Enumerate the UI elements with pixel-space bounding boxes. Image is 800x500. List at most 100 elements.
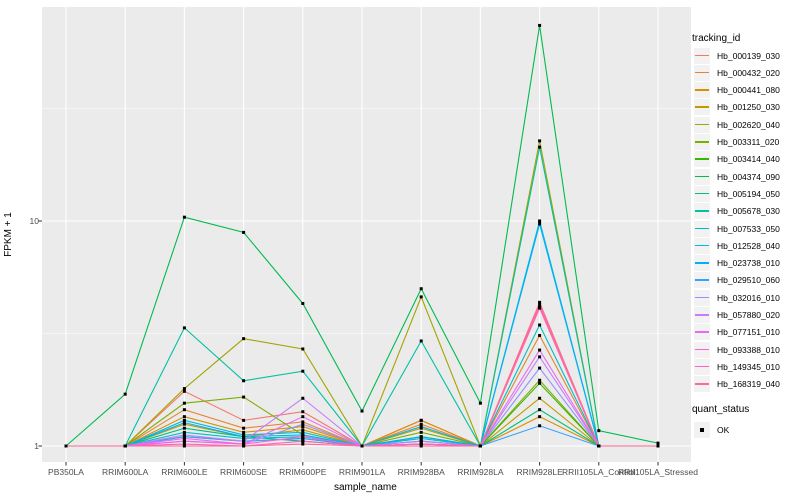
legend-key-swatch (694, 307, 710, 323)
data-point-marker (301, 422, 305, 426)
x-tick-label-RRIM600SE: RRIM600SE (219, 467, 268, 477)
legend-item-Hb_149345_010: Hb_149345_010 (694, 358, 780, 375)
data-point-marker (301, 396, 305, 400)
data-point-marker (301, 301, 305, 305)
legend-key-swatch (694, 324, 710, 341)
data-point-marker (242, 435, 246, 439)
legend-item-label: Hb_004374_090 (717, 171, 780, 182)
data-point-marker (538, 145, 542, 149)
legend-key-line-icon (695, 54, 709, 56)
data-point-marker (182, 435, 186, 439)
x-tick-label-RRIM901LA: RRIM901LA (338, 467, 386, 477)
legend-key-swatch (694, 151, 710, 168)
data-point-marker (419, 444, 423, 448)
data-point-marker (419, 439, 423, 443)
x-tick-label-RRII105LA_Stressed: RRII105LA_Stressed (618, 467, 698, 477)
data-point-marker (360, 444, 364, 448)
legend-item-quant-ok: OK (694, 421, 729, 438)
data-point-marker (419, 442, 423, 446)
legend-key-swatch (694, 272, 710, 289)
data-point-marker (182, 389, 186, 393)
data-point-marker (597, 429, 601, 433)
data-point-marker (538, 305, 542, 309)
legend-item-label: Hb_023738_010 (717, 258, 780, 269)
data-point-marker (538, 408, 542, 412)
legend-item-label: Hb_001250_030 (717, 102, 780, 113)
legend-item-Hb_001250_030: Hb_001250_030 (694, 99, 780, 116)
data-point-marker (301, 436, 305, 440)
data-point-marker (182, 433, 186, 437)
legend-item-Hb_000441_080: Hb_000441_080 (694, 82, 780, 99)
data-point-marker (242, 444, 246, 448)
data-point-marker (419, 435, 423, 439)
legend-key-line-icon (695, 210, 709, 212)
data-point-marker (538, 396, 542, 400)
x-tick-label-RRIM600LA: RRIM600LA (102, 467, 149, 477)
data-point-marker (419, 339, 423, 343)
legend-item-Hb_012528_040: Hb_012528_040 (694, 237, 780, 254)
legend-key-line-icon (695, 175, 709, 178)
data-point-marker (182, 326, 186, 330)
data-point-marker (301, 430, 305, 434)
legend-key-swatch (694, 358, 710, 375)
data-point-marker (538, 139, 542, 143)
legend-item-label: Hb_005678_030 (717, 206, 780, 217)
legend-key-swatch (694, 64, 710, 81)
legend-item-label: Hb_077151_010 (717, 327, 780, 338)
legend-key-line-icon (695, 331, 709, 333)
legend-key-swatch (694, 289, 710, 306)
data-point-marker (538, 424, 542, 428)
legend-title-quant-status: quant_status (692, 404, 750, 415)
y-axis-title: FPKM + 1 (2, 212, 14, 257)
legend-key-line-icon (695, 383, 709, 385)
legend-title-tracking-id: tracking_id (692, 33, 741, 44)
legend-item-label: Hb_003311_020 (717, 137, 780, 147)
data-point-marker (538, 348, 542, 352)
x-tick-label-RRIM928LA: RRIM928LA (457, 467, 504, 477)
legend-item-Hb_077151_010: Hb_077151_010 (694, 324, 780, 341)
legend-item-Hb_032016_010: Hb_032016_010 (694, 289, 780, 306)
data-point-marker (242, 337, 246, 341)
data-point-marker (182, 436, 186, 440)
legend-item-label: Hb_007533_050 (717, 223, 780, 234)
legend-key-swatch (694, 99, 710, 116)
data-point-marker (242, 430, 246, 434)
data-point-marker (182, 387, 186, 391)
legend-item-Hb_000432_020: Hb_000432_020 (694, 64, 780, 81)
legend-item-label: Hb_000139_030 (717, 50, 780, 61)
x-tick-label-RRIM600LE: RRIM600LE (161, 467, 208, 477)
x-tick-label-RRIM928LE: RRIM928LE (516, 467, 563, 477)
legend-key-line-icon (695, 296, 709, 299)
legend-item-Hb_003311_020: Hb_003311_020 (694, 134, 779, 151)
data-point-marker (538, 366, 542, 370)
data-point-marker (301, 415, 305, 419)
legend-key-line-icon (695, 227, 709, 229)
legend-key-swatch (694, 116, 710, 133)
data-point-marker (242, 230, 246, 234)
data-point-marker (538, 222, 542, 226)
legend-item-Hb_168319_040: Hb_168319_040 (694, 376, 780, 393)
legend-key-line-icon (695, 192, 709, 195)
quant-ok-key (694, 421, 710, 438)
data-point-marker (301, 442, 305, 446)
legend-item-Hb_005678_030: Hb_005678_030 (694, 203, 780, 220)
data-point-marker (538, 333, 542, 337)
data-point-marker (242, 436, 246, 440)
legend-item-label: Hb_093388_010 (717, 344, 780, 355)
data-point-marker (538, 23, 542, 27)
black-square-point-icon (700, 427, 704, 432)
data-point-marker (538, 300, 542, 304)
data-point-marker (242, 379, 246, 383)
data-point-marker (182, 442, 186, 446)
data-point-marker (182, 426, 186, 430)
legend-item-Hb_002620_040: Hb_002620_040 (694, 116, 780, 133)
data-point-marker (656, 444, 660, 448)
legend-item-label: Hb_000432_020 (717, 67, 780, 78)
data-point-marker (419, 426, 423, 430)
legend-key-swatch (694, 82, 710, 99)
data-point-marker (538, 355, 542, 359)
data-point-marker (360, 409, 364, 413)
data-point-marker (182, 444, 186, 448)
data-point-marker (182, 408, 186, 412)
data-point-marker (301, 428, 305, 432)
